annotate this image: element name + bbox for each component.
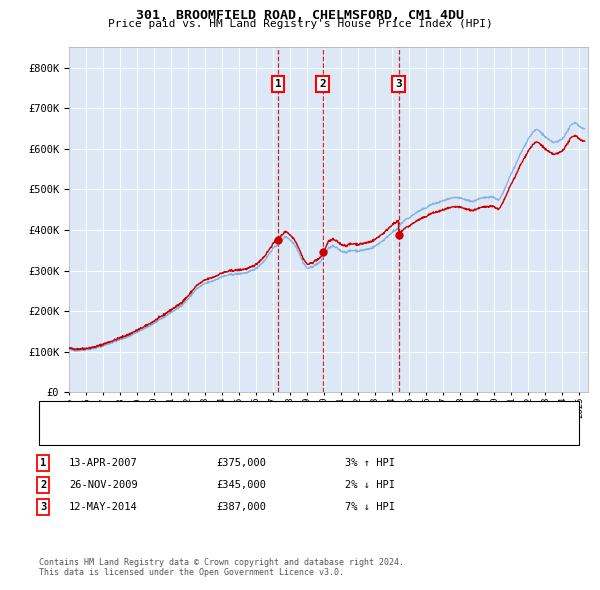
- Text: 26-NOV-2009: 26-NOV-2009: [69, 480, 138, 490]
- Text: 3: 3: [395, 78, 402, 88]
- Text: 1: 1: [275, 78, 281, 88]
- Text: 2: 2: [40, 480, 46, 490]
- Text: £345,000: £345,000: [216, 480, 266, 490]
- Text: £387,000: £387,000: [216, 502, 266, 512]
- Text: 301, BROOMFIELD ROAD, CHELMSFORD, CM1 4DU: 301, BROOMFIELD ROAD, CHELMSFORD, CM1 4D…: [136, 9, 464, 22]
- Text: Price paid vs. HM Land Registry's House Price Index (HPI): Price paid vs. HM Land Registry's House …: [107, 19, 493, 29]
- Text: 12-MAY-2014: 12-MAY-2014: [69, 502, 138, 512]
- Text: HPI: Average price, detached house, Chelmsford: HPI: Average price, detached house, Chel…: [81, 428, 351, 438]
- Text: £375,000: £375,000: [216, 458, 266, 468]
- Text: 3: 3: [40, 502, 46, 512]
- Text: This data is licensed under the Open Government Licence v3.0.: This data is licensed under the Open Gov…: [39, 568, 344, 576]
- Text: 7% ↓ HPI: 7% ↓ HPI: [345, 502, 395, 512]
- Text: 2: 2: [319, 78, 326, 88]
- Text: Contains HM Land Registry data © Crown copyright and database right 2024.: Contains HM Land Registry data © Crown c…: [39, 558, 404, 567]
- Text: 301, BROOMFIELD ROAD, CHELMSFORD, CM1 4DU (detached house): 301, BROOMFIELD ROAD, CHELMSFORD, CM1 4D…: [81, 409, 422, 418]
- Text: 2% ↓ HPI: 2% ↓ HPI: [345, 480, 395, 490]
- Text: 3% ↑ HPI: 3% ↑ HPI: [345, 458, 395, 468]
- Text: 1: 1: [40, 458, 46, 468]
- Text: 13-APR-2007: 13-APR-2007: [69, 458, 138, 468]
